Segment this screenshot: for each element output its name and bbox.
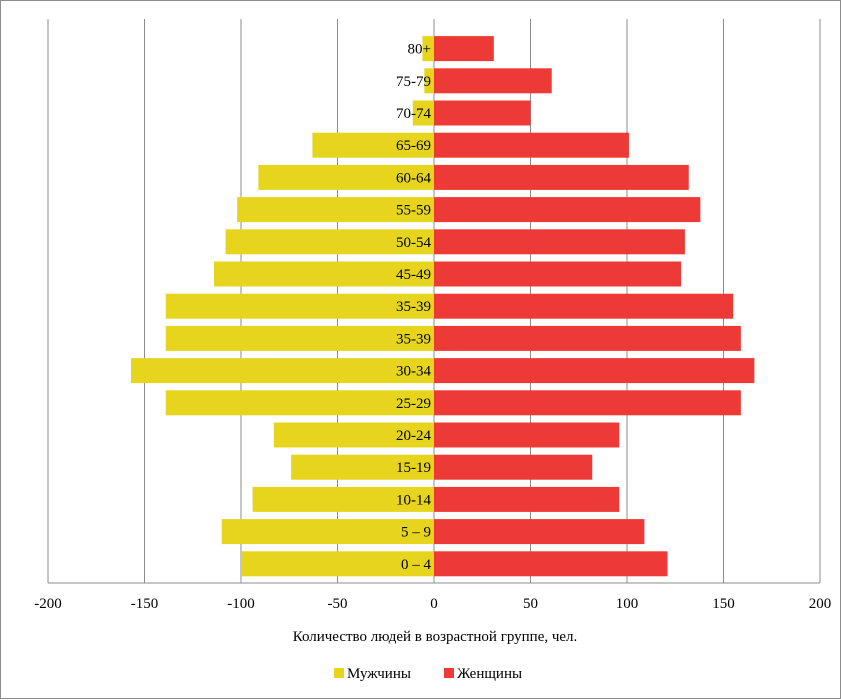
bar-men <box>424 68 434 94</box>
bar-men <box>273 422 434 448</box>
category-label: 15-19 <box>396 460 431 476</box>
category-label: 30-34 <box>396 364 431 380</box>
x-tick-label: 100 <box>616 596 639 612</box>
x-tick-label: -100 <box>227 596 255 612</box>
category-label: 80+ <box>408 42 431 58</box>
bar-women <box>434 100 531 126</box>
x-axis-title: Количество людей в возрастной группе, че… <box>293 629 578 645</box>
bar-men <box>225 229 434 255</box>
bar-women <box>434 68 552 94</box>
category-label: 35-39 <box>396 331 431 347</box>
bar-women <box>434 164 689 190</box>
bar-men <box>165 390 435 416</box>
category-label: 35-39 <box>396 299 431 315</box>
category-label: 50-54 <box>396 235 431 251</box>
category-label: 55-59 <box>396 203 431 219</box>
bar-men <box>165 325 435 351</box>
x-tick-label: 0 <box>430 596 438 612</box>
bar-women <box>434 261 682 287</box>
bar-men <box>241 551 434 577</box>
bar-women <box>434 197 701 223</box>
x-tick-labels: -200 -150 -100 -50 0 50 100 150 200 <box>34 596 831 612</box>
bar-men <box>258 164 434 190</box>
category-label: 70-74 <box>396 106 431 122</box>
bar-men <box>213 261 434 287</box>
bar-men <box>422 36 434 62</box>
bar-men <box>312 132 434 158</box>
bars <box>130 36 755 577</box>
legend-label-men: Мужчины <box>347 666 411 682</box>
category-label: 45-49 <box>396 267 431 283</box>
category-label: 20-24 <box>396 428 431 444</box>
legend-swatch-men <box>334 668 344 678</box>
bar-men <box>221 519 434 545</box>
category-label: 0 – 4 <box>401 557 432 573</box>
x-tick-label: 50 <box>523 596 538 612</box>
category-label: 10-14 <box>396 492 431 508</box>
x-tick-label: -200 <box>34 596 62 612</box>
legend-label-women: Женщины <box>457 666 522 682</box>
x-tick-label: 200 <box>809 596 832 612</box>
bar-men <box>237 197 434 223</box>
bar-women <box>434 325 741 351</box>
bar-men <box>165 293 435 319</box>
category-label: 65-69 <box>396 138 431 154</box>
category-labels: 0 – 4 5 – 9 10-14 15-19 20-24 25-29 30-34 35-39… <box>396 42 432 573</box>
category-label: 25-29 <box>396 396 431 412</box>
x-tick-label: -50 <box>328 596 348 612</box>
bar-men <box>130 358 435 384</box>
bar-women <box>434 36 494 62</box>
bar-women <box>434 229 685 255</box>
category-label: 5 – 9 <box>401 525 431 541</box>
bar-women <box>434 132 629 158</box>
legend: Мужчины Женщины <box>334 666 522 682</box>
bar-women <box>434 358 755 384</box>
bar-men <box>291 454 434 480</box>
x-tick-label: -150 <box>131 596 159 612</box>
bar-women <box>434 390 741 416</box>
bar-women <box>434 454 593 480</box>
bar-men <box>412 100 434 126</box>
bar-women <box>434 486 620 512</box>
category-label: 75-79 <box>396 74 431 90</box>
legend-swatch-women <box>444 668 454 678</box>
bar-women <box>434 422 620 448</box>
category-label: 60-64 <box>396 170 431 186</box>
x-tick-label: 150 <box>712 596 735 612</box>
bar-women <box>434 551 668 577</box>
bar-women <box>434 293 734 319</box>
bar-men <box>252 486 434 512</box>
bar-women <box>434 519 645 545</box>
